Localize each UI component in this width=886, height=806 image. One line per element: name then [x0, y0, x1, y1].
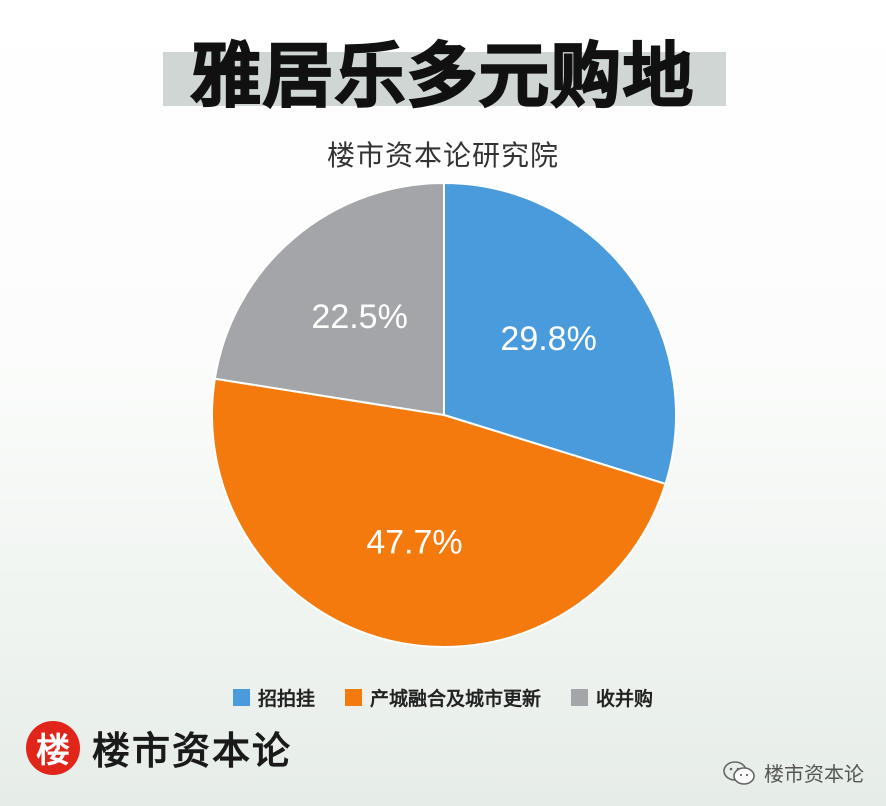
brand-badge: 楼 [26, 720, 80, 775]
legend-label-0: 招拍挂 [257, 688, 315, 710]
watermark-text: 楼市资本论 [764, 762, 864, 786]
pie-slice-1 [211, 377, 667, 648]
brand-logo: 楼 楼市资本论 [26, 720, 292, 775]
legend-swatch-2 [571, 689, 588, 706]
title-highlight-band [163, 52, 726, 106]
page-title: 雅居乐多元购地 [190, 35, 695, 117]
chart-subtitle: 楼市资本论研究院 [326, 139, 559, 172]
chart-legend: 招拍挂 产城融合及城市更新 收并购 [0, 684, 886, 711]
title-container: 雅居乐多元购地 [0, 35, 886, 117]
legend-item-1: 产城融合及城市更新 [344, 684, 541, 711]
legend-item-2: 收并购 [571, 684, 653, 711]
slice-label-1: 47.7% [366, 524, 462, 562]
legend-label-1: 产城融合及城市更新 [369, 688, 541, 710]
watermark: 楼市资本论 [722, 758, 864, 787]
slice-label-0: 29.8% [500, 320, 596, 358]
wechat-icon [723, 760, 755, 785]
legend-swatch-0 [232, 689, 250, 706]
brand-name: 楼市资本论 [92, 728, 293, 773]
legend-label-2: 收并购 [596, 688, 654, 710]
pie-slice-2 [213, 181, 445, 417]
pie-slice-0 [443, 181, 677, 486]
slice-label-2: 22.5% [311, 298, 407, 336]
legend-item-0: 招拍挂 [232, 684, 315, 711]
legend-swatch-1 [344, 689, 362, 706]
